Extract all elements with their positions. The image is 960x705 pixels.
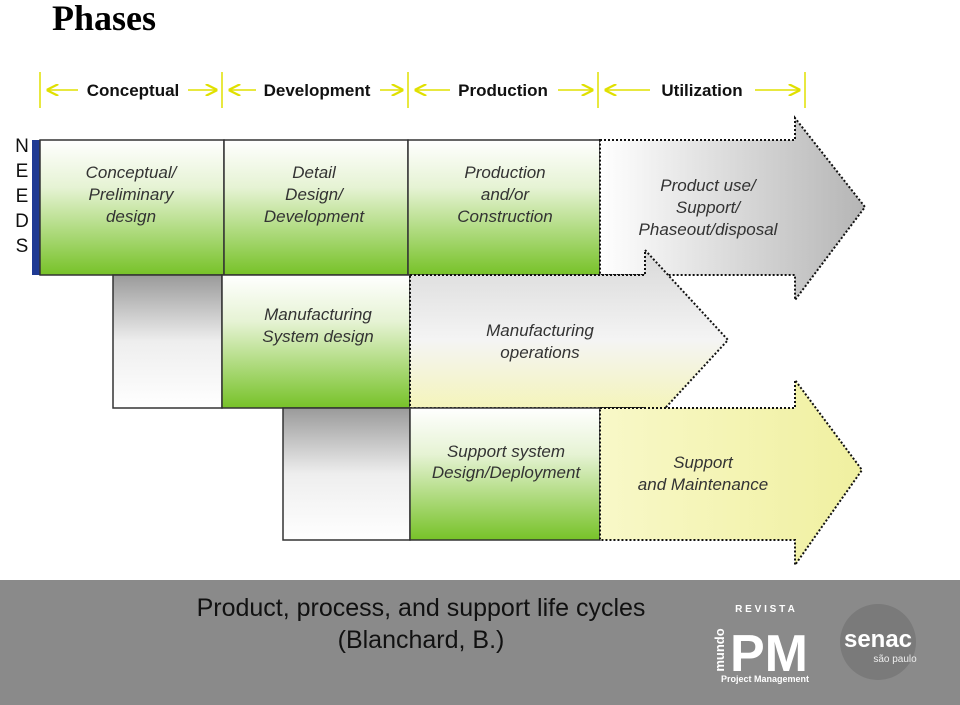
gray-box (282, 407, 411, 541)
box (223, 139, 409, 276)
box (39, 139, 225, 276)
box-text: design (106, 207, 156, 226)
box-text: Production (464, 163, 545, 182)
box-text: Product use/ (660, 176, 758, 195)
phase-label: Conceptual (87, 81, 180, 100)
box-text: Conceptual/ (86, 163, 179, 182)
box-text: Manufacturing (264, 305, 372, 324)
caption: (Blanchard, B.) (338, 626, 505, 654)
needs-bar (32, 140, 40, 275)
arrow-box (409, 247, 730, 433)
arrow-box (599, 115, 867, 303)
title: Phases (52, 0, 156, 38)
needs-letter: E (16, 161, 29, 182)
logo-text: são paulo (873, 654, 917, 665)
box (407, 139, 601, 276)
box-text: and/or (481, 185, 531, 204)
box-text: Design/ (285, 185, 345, 204)
box-text: Design/Deployment (432, 463, 582, 482)
gray-box (112, 274, 223, 409)
phase-label: Production (458, 81, 548, 100)
needs-letter: N (15, 136, 29, 157)
box-text: Preliminary (88, 185, 175, 204)
logo-text: mundo (712, 628, 727, 671)
logo-text: PM (730, 625, 808, 683)
needs-letter: E (16, 186, 29, 207)
box-text: operations (500, 343, 580, 362)
caption: Product, process, and support life cycle… (197, 594, 646, 622)
logo-text: R E V I S T A (735, 604, 795, 615)
box-text: Support/ (676, 198, 743, 217)
logo-text: Project Management (721, 674, 809, 684)
box-text: Manufacturing (486, 321, 594, 340)
box-text: Development (264, 207, 365, 226)
logo-text: senac (844, 626, 912, 653)
box-text: Support (673, 453, 734, 472)
box-text: Support system (447, 442, 565, 461)
arrow-box (599, 376, 864, 569)
box-text: and Maintenance (638, 475, 768, 494)
box-text: Construction (457, 207, 552, 226)
box (409, 407, 601, 541)
needs-letter: S (16, 236, 29, 257)
footer-band (0, 580, 960, 705)
box-text: Detail (292, 163, 337, 182)
box (221, 274, 411, 409)
box-text: System design (262, 327, 374, 346)
needs-letter: D (15, 211, 29, 232)
phase-header (39, 72, 806, 108)
phase-label: Development (264, 81, 371, 100)
logo-circle (840, 604, 916, 680)
phase-label: Utilization (661, 81, 742, 100)
box-text: Phaseout/disposal (639, 220, 779, 239)
